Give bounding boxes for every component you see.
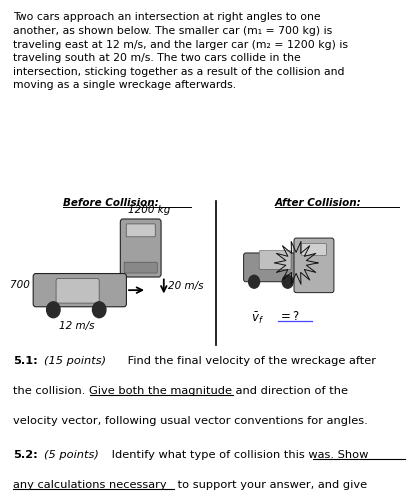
Text: 700 kg: 700 kg [10, 280, 46, 290]
Text: Identify what type of collision this was. Show: Identify what type of collision this was… [108, 450, 369, 460]
Text: Before Collision:: Before Collision: [63, 198, 159, 208]
FancyBboxPatch shape [121, 219, 161, 277]
FancyBboxPatch shape [33, 274, 126, 307]
Polygon shape [274, 242, 318, 284]
Text: any calculations necessary: any calculations necessary [13, 480, 166, 490]
Text: After Collision:: After Collision: [275, 198, 362, 208]
Text: the collision. Give both the magnitude and direction of the: the collision. Give both the magnitude a… [13, 386, 348, 396]
FancyBboxPatch shape [294, 238, 334, 293]
Text: to support your answer, and give: to support your answer, and give [174, 480, 368, 490]
Text: 1200 kg: 1200 kg [128, 204, 171, 214]
Text: $\bar{v}_f$: $\bar{v}_f$ [251, 310, 264, 325]
Circle shape [282, 275, 293, 288]
FancyBboxPatch shape [126, 224, 155, 237]
Text: 5.2:: 5.2: [13, 450, 37, 460]
Text: $= ?$: $= ?$ [278, 310, 300, 323]
Text: velocity vector, following usual vector conventions for angles.: velocity vector, following usual vector … [13, 416, 368, 426]
Text: (5 points): (5 points) [44, 450, 99, 460]
Text: Find the final velocity of the wreckage after: Find the final velocity of the wreckage … [124, 356, 376, 366]
Text: 20 m/s: 20 m/s [168, 281, 204, 292]
FancyBboxPatch shape [244, 253, 302, 282]
FancyBboxPatch shape [56, 279, 99, 303]
FancyBboxPatch shape [124, 262, 158, 273]
Circle shape [47, 302, 60, 318]
Text: 5.1:: 5.1: [13, 356, 37, 366]
FancyBboxPatch shape [302, 244, 326, 255]
Text: (15 points): (15 points) [44, 356, 106, 366]
Circle shape [249, 275, 260, 288]
Text: 12 m/s: 12 m/s [59, 321, 94, 331]
Text: Two cars approach an intersection at right angles to one
another, as shown below: Two cars approach an intersection at rig… [13, 12, 348, 90]
FancyBboxPatch shape [259, 250, 291, 269]
Circle shape [92, 302, 106, 318]
